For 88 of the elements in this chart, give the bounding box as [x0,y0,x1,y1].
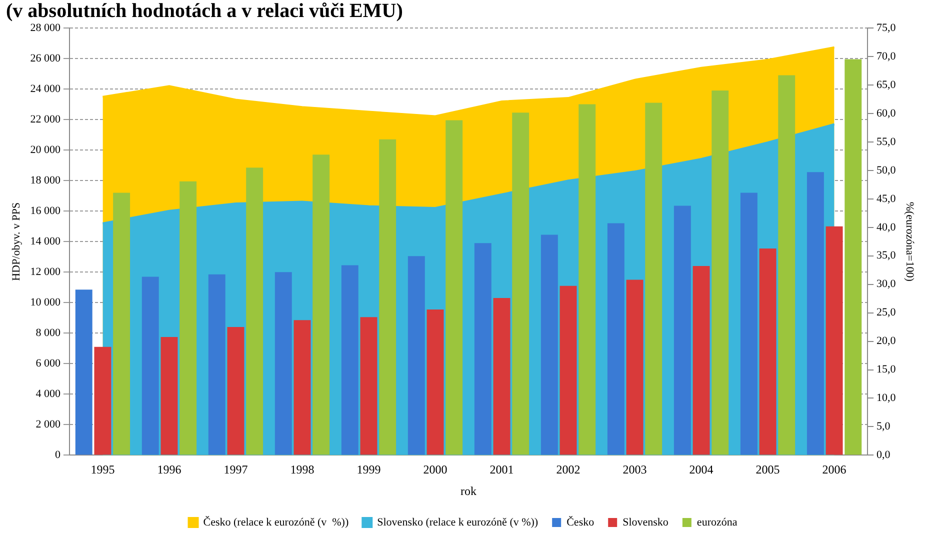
y-axis-title: HDP/obyv. v PPS [10,202,22,281]
y2-tick-label: 30,0 [876,278,896,290]
y-tick-label: 8 000 [36,327,61,340]
y2-tick-label: 0,0 [876,449,891,462]
bar [426,309,444,455]
bar [274,272,292,455]
x-tick-label: 2001 [490,462,514,477]
y-tick-label: 26 000 [30,52,61,64]
x-tick-label: 1998 [290,462,314,477]
bar [142,276,159,455]
bar [312,154,330,455]
y-tick-label: 4 000 [36,388,61,400]
bar [474,243,492,455]
x-tick-label: 2005 [756,462,780,477]
y2-tick-label: 5,0 [876,420,891,433]
legend-label: Česko [566,515,595,528]
y2-tick-label: 45,0 [876,192,896,205]
y2-tick-label: 40,0 [876,221,896,234]
y2-tick-label: 35,0 [876,250,896,262]
y-tick-label: 2 000 [36,418,61,431]
y2-axis-title: %(eurozóna=100) [904,202,916,282]
y-tick-label: 28 000 [30,22,61,34]
bar [294,320,311,455]
bar [493,298,510,455]
bar [113,192,130,455]
bar [626,280,644,455]
bar [75,290,92,455]
x-tick-label: 2000 [423,462,448,477]
bar [844,59,862,455]
bar [645,102,662,455]
bar [778,75,796,455]
bar [208,274,226,455]
bar [759,248,776,455]
legend-label: Slovensko (relace k eurozóně (v %)) [377,516,538,528]
bar [360,317,378,455]
bar [692,266,710,455]
bar [94,346,112,455]
y2-tick-label: 20,0 [876,335,896,348]
y-tick-label: 18 000 [30,174,61,186]
bar [379,139,396,455]
x-tick-label: 1996 [157,462,182,477]
y2-tick-label: 50,0 [876,164,896,176]
y-tick-label: 22 000 [30,113,61,126]
bar [578,104,596,455]
y-tick-label: 10 000 [30,296,61,309]
y-tick-label: 24 000 [30,82,61,95]
bar [607,223,624,455]
bar [246,168,264,455]
y-tick-label: 14 000 [30,235,61,248]
bar [180,181,197,455]
y-tick-label: 12 000 [30,266,61,278]
x-tick-label: 2004 [689,462,714,477]
y-tick-label: 0 [54,449,61,462]
y2-tick-label: 25,0 [876,306,896,319]
bar [341,265,358,455]
y2-tick-label: 60,0 [876,107,896,120]
bar [160,336,178,455]
y-tick-label: 16 000 [30,204,61,217]
chart-title: (v absolutních hodnotách a v relaci vůči EMU) [6,0,403,22]
bar [408,256,425,455]
x-tick-label: 2002 [556,462,580,477]
legend-label: Česko (relace k eurozóně (v %)) [203,515,349,528]
bar [712,90,729,455]
bar [540,234,558,455]
y2-tick-label: 10,0 [876,392,896,404]
y2-tick-label: 75,0 [876,22,896,34]
legend-label: eurozóna [696,516,738,528]
x-tick-label: 1997 [224,462,248,477]
y2-tick-label: 55,0 [876,136,896,148]
bar [560,286,577,455]
bar [806,172,824,455]
y-tick-label: 6 000 [36,358,61,370]
x-tick-label: 2003 [622,462,647,477]
y-tick-label: 20 000 [30,144,61,156]
bar [674,206,691,455]
x-tick-label: 2006 [822,462,846,477]
bar [227,327,244,455]
y2-tick-label: 65,0 [876,78,896,91]
y2-tick-label: 15,0 [876,364,896,376]
bar [826,226,843,455]
x-tick-label: 1999 [356,462,381,477]
bar [446,120,463,455]
legend-label: Slovensko [622,516,669,528]
y2-tick-label: 70,0 [876,50,896,62]
x-axis-title: rok [460,484,476,498]
bar [740,192,758,455]
x-tick-label: 1995 [90,462,115,477]
bar [512,112,530,455]
